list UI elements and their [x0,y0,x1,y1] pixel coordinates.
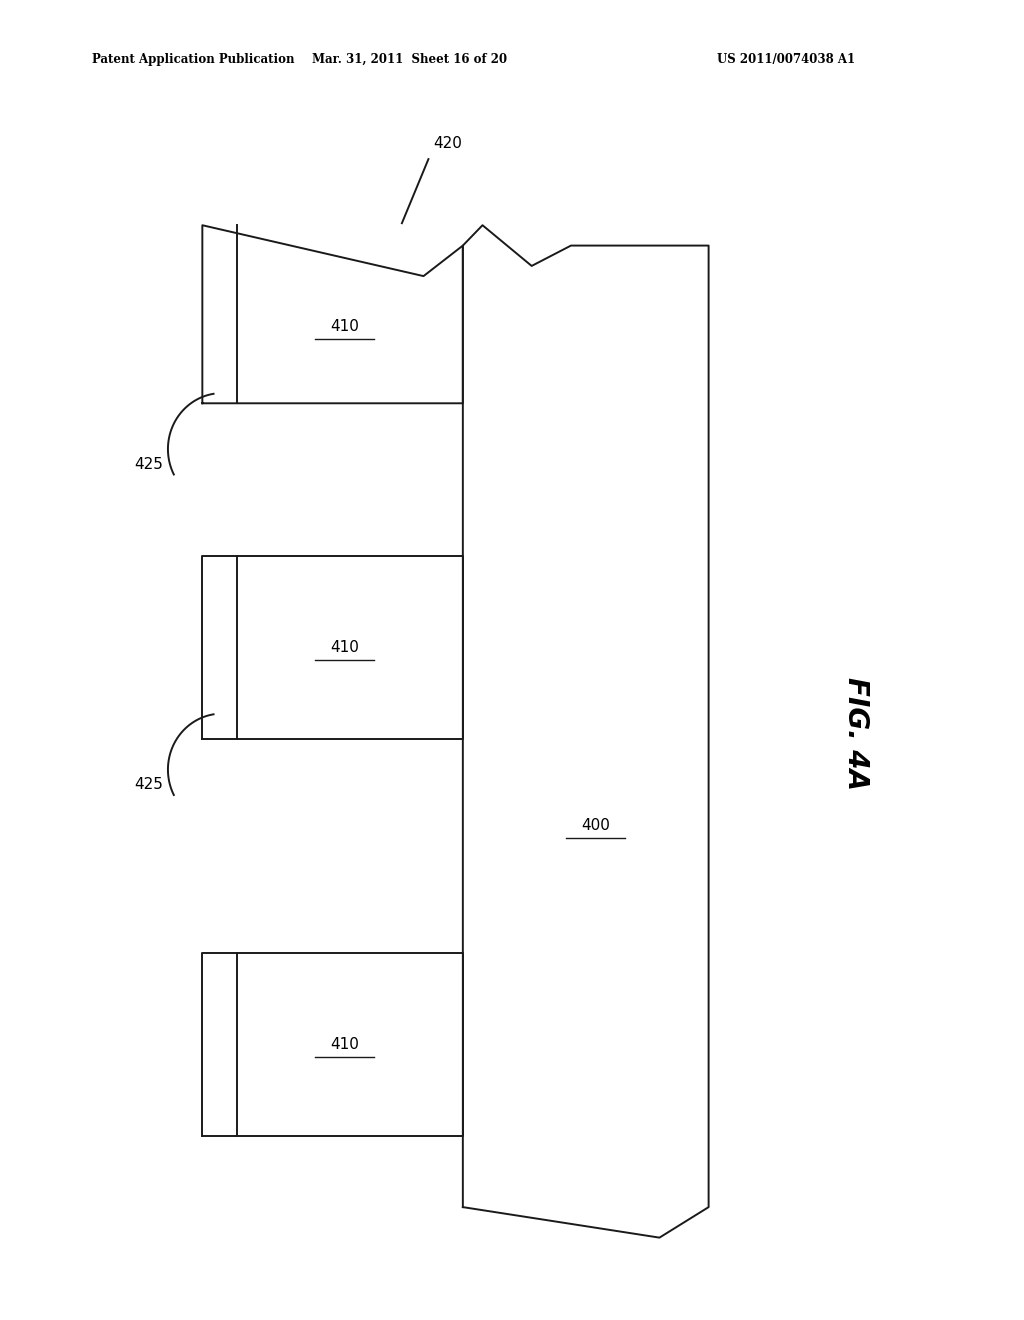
Text: 410: 410 [331,319,359,334]
Text: 425: 425 [134,777,163,792]
Text: US 2011/0074038 A1: US 2011/0074038 A1 [717,53,855,66]
Text: 420: 420 [434,136,463,152]
Text: Mar. 31, 2011  Sheet 16 of 20: Mar. 31, 2011 Sheet 16 of 20 [312,53,507,66]
Text: 400: 400 [582,818,610,833]
Text: 410: 410 [331,1036,359,1052]
Text: 410: 410 [331,640,359,655]
Text: Patent Application Publication: Patent Application Publication [92,53,295,66]
Text: FIG. 4A: FIG. 4A [842,677,870,791]
Text: 425: 425 [134,457,163,471]
